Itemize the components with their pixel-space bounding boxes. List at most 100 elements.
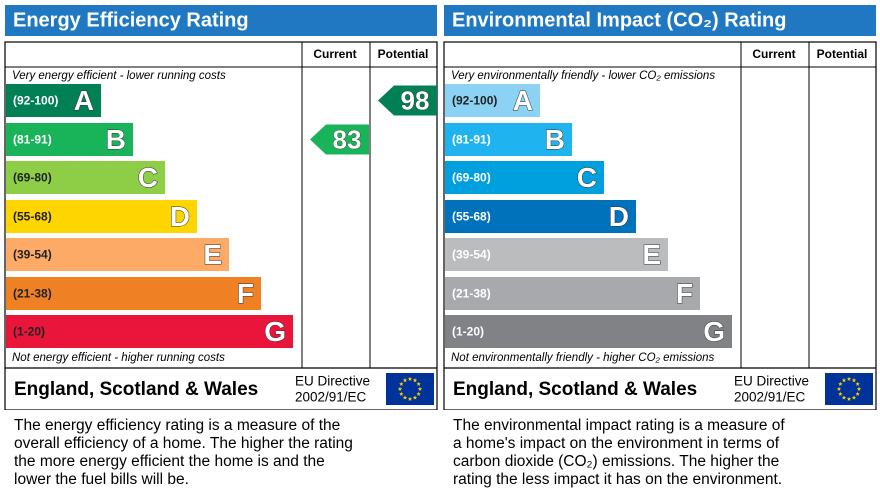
rating-value: 83	[333, 124, 362, 154]
band-range: (21-38)	[13, 287, 52, 301]
eu-star	[855, 391, 860, 396]
region: England, Scotland & Wales	[453, 379, 697, 400]
band-bar	[6, 161, 165, 194]
column-header: Potential	[378, 47, 429, 61]
band-bar	[6, 315, 293, 348]
eu-star	[416, 381, 421, 386]
eu-star	[856, 386, 862, 391]
description: The energy efficiency rating is a measur…	[14, 417, 434, 489]
bottom-note: Not environmentally friendly - higher CO…	[451, 352, 714, 364]
description: The environmental impact rating is a mea…	[453, 417, 873, 489]
description-line: a home's impact on the environment in te…	[453, 435, 780, 452]
eu-star	[399, 381, 404, 386]
eu-star	[397, 386, 403, 391]
region: England, Scotland & Wales	[14, 379, 258, 400]
eu-star	[399, 391, 404, 396]
bottom-note: Not energy efficient - higher running co…	[12, 352, 225, 364]
band-letter: G	[264, 316, 286, 347]
eu-star	[855, 381, 860, 386]
eu-star	[402, 395, 408, 400]
description-line: overall efficiency of a home. The higher…	[14, 435, 353, 452]
band-bar	[445, 277, 700, 310]
directive: EU Directive	[734, 374, 809, 389]
band-bar	[6, 200, 197, 233]
band-letter: F	[676, 278, 693, 309]
directive: EU Directive	[295, 374, 370, 389]
eu-star	[846, 376, 852, 381]
eu-star	[407, 396, 413, 401]
panel-title: Environmental Impact (CO₂) Rating	[452, 9, 786, 31]
eu-star	[838, 391, 843, 396]
directive: 2002/91/EC	[295, 390, 367, 405]
band-range: (1-20)	[13, 325, 45, 339]
table-frame	[4, 41, 438, 410]
eu-star	[417, 386, 423, 391]
epc-charts: Energy Efficiency Rating Current Potential…	[4, 5, 877, 410]
band-bar	[445, 200, 636, 233]
band-range: (1-20)	[452, 325, 484, 339]
description-line: rating the less impact it has on the env…	[453, 471, 783, 488]
top-note: Very environmentally friendly - lower CO…	[451, 70, 715, 82]
directive: 2002/91/EC	[734, 390, 806, 405]
band-bar	[445, 238, 668, 271]
band-range: (39-54)	[13, 248, 52, 262]
band-letter: G	[703, 316, 725, 347]
eu-star	[402, 378, 408, 383]
eu-star	[407, 376, 413, 381]
eu-star	[838, 381, 843, 386]
band-range: (55-68)	[13, 210, 52, 224]
band-bar	[445, 84, 540, 117]
band-letter: A	[74, 85, 94, 116]
band-bar	[445, 161, 604, 194]
band-bar	[6, 84, 101, 117]
band-letter: D	[609, 201, 629, 232]
band-range: (69-80)	[452, 171, 491, 185]
band-letter: D	[170, 201, 190, 232]
band-bar	[6, 238, 229, 271]
panel-title: Energy Efficiency Rating	[13, 9, 249, 31]
band-letter: E	[203, 239, 222, 270]
band-letter: C	[138, 162, 158, 193]
title-bar	[5, 5, 437, 36]
eu-star	[412, 378, 418, 383]
band-range: (55-68)	[452, 210, 491, 224]
eu-star	[836, 386, 842, 391]
eu-star	[412, 395, 418, 400]
description-line: The energy efficiency rating is a measur…	[14, 417, 341, 434]
band-range: (81-91)	[13, 133, 52, 147]
eu-star	[851, 378, 857, 383]
band-bar	[445, 123, 572, 156]
band-letter: A	[513, 85, 533, 116]
column-header: Potential	[817, 47, 868, 61]
title-bar	[444, 5, 876, 36]
band-bar	[6, 123, 133, 156]
eu-star	[846, 396, 852, 401]
description-line: carbon dioxide (CO₂) emissions. The high…	[453, 453, 780, 470]
column-header: Current	[313, 47, 356, 61]
description-line: the more energy efficient the home is an…	[14, 453, 325, 470]
band-letter: B	[106, 124, 126, 155]
column-header: Current	[752, 47, 795, 61]
eu-star	[841, 378, 847, 383]
band-letter: C	[577, 162, 597, 193]
band-range: (21-38)	[452, 287, 491, 301]
band-bar	[445, 315, 732, 348]
band-bar	[6, 277, 261, 310]
band-letter: B	[545, 124, 565, 155]
eu-star	[841, 395, 847, 400]
rating-arrow	[378, 85, 437, 116]
rating-value: 98	[401, 85, 430, 115]
band-letter: F	[237, 278, 254, 309]
band-range: (92-100)	[13, 94, 58, 108]
top-note: Very energy efficient - lower running co…	[12, 70, 226, 82]
band-range: (39-54)	[452, 248, 491, 262]
eu-star	[851, 395, 857, 400]
band-range: (69-80)	[13, 171, 52, 185]
rating-arrow	[310, 124, 369, 155]
band-range: (81-91)	[452, 133, 491, 147]
band-range: (92-100)	[452, 94, 497, 108]
description-line: The environmental impact rating is a mea…	[453, 417, 785, 434]
description-line: lower the fuel bills will be.	[14, 471, 189, 488]
table-frame	[443, 41, 877, 410]
